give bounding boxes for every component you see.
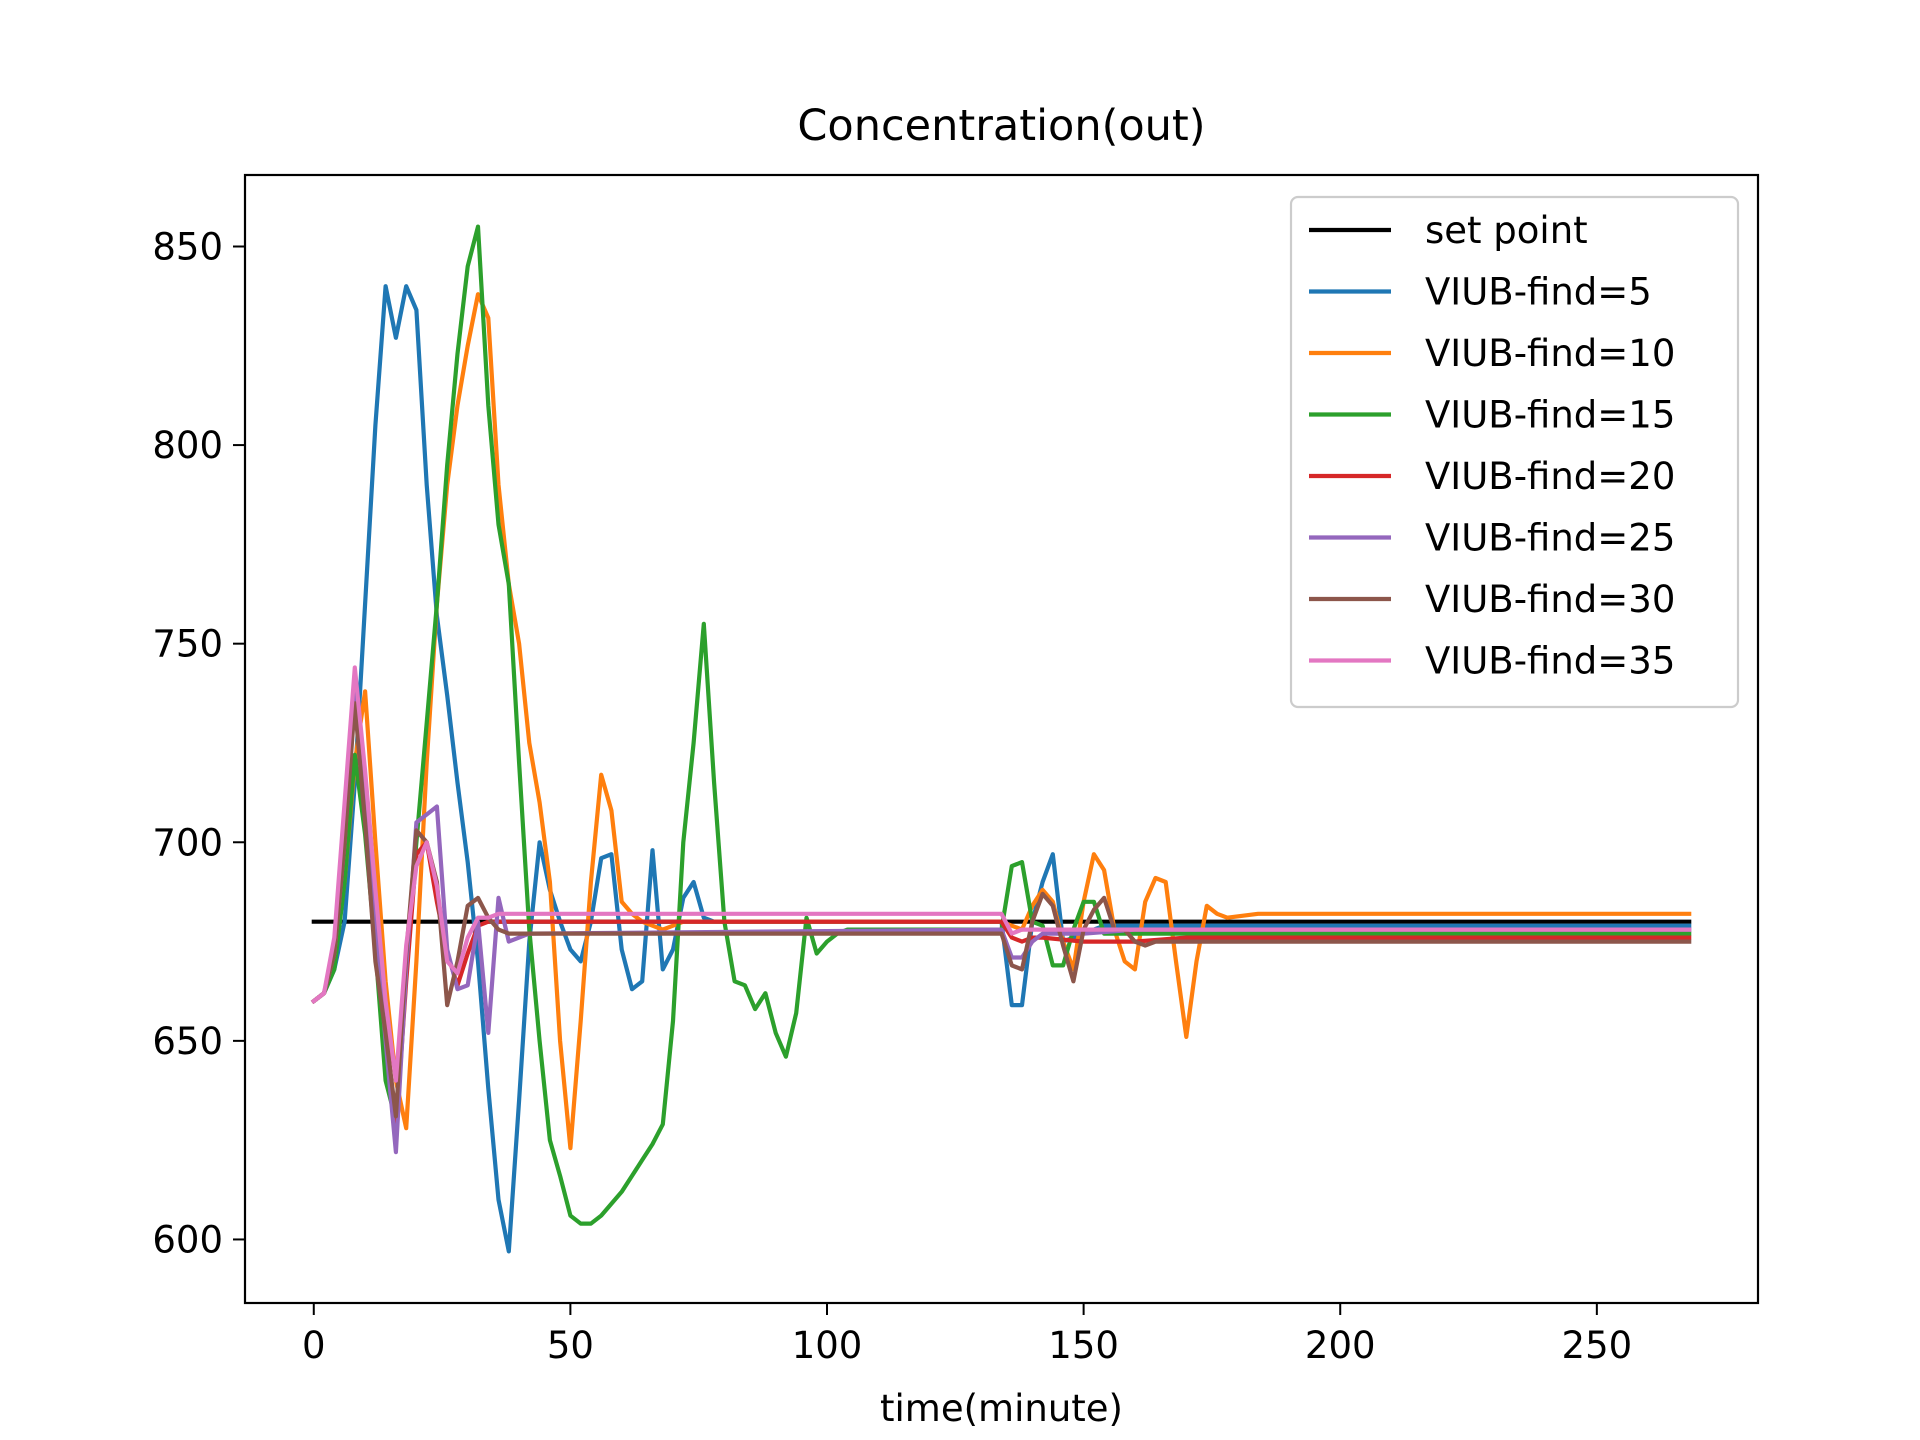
x-tick-label: 100 [792,1324,863,1367]
legend-label: VIUB-find=30 [1425,578,1675,621]
x-tick-label: 0 [302,1324,326,1367]
x-tick-label: 250 [1562,1324,1633,1367]
series-line-viub-find-5 [310,284,1692,1254]
y-tick-label: 800 [152,424,223,467]
x-axis: 0 50 100 150 200 250 [302,1303,1632,1367]
series-line-viub-find-30 [310,701,1692,1119]
x-tick-label: 200 [1305,1324,1376,1367]
y-tick-label: 700 [152,821,223,864]
legend: set point VIUB-find=5 VIUB-find=10 VIUB-fin… [1289,195,1740,709]
legend-label: set point [1425,209,1588,252]
y-tick-label: 750 [152,623,223,666]
series-line-viub-find-15 [310,224,1692,1226]
y-tick-label: 650 [152,1020,223,1063]
legend-label: VIUB-find=25 [1425,517,1675,560]
y-axis: 600 650 700 750 800 850 [152,225,245,1261]
series-line-viub-find-35 [310,665,1692,1083]
legend-label: VIUB-find=20 [1425,455,1675,498]
chart-title: Concentration(out) [797,101,1205,151]
x-tick-label: 150 [1048,1324,1119,1367]
x-tick-label: 50 [547,1324,594,1367]
legend-label: VIUB-find=5 [1425,271,1652,314]
legend-label: VIUB-find=10 [1425,332,1675,375]
plot-area [310,224,1692,1254]
axes-frame [243,173,1760,1305]
y-tick-label: 600 [152,1218,223,1261]
x-axis-label: time(minute) [880,1387,1123,1430]
legend-box [1289,195,1740,709]
y-tick-label: 850 [152,225,223,268]
legend-label: VIUB-find=35 [1425,640,1675,683]
legend-label: VIUB-find=15 [1425,394,1675,437]
